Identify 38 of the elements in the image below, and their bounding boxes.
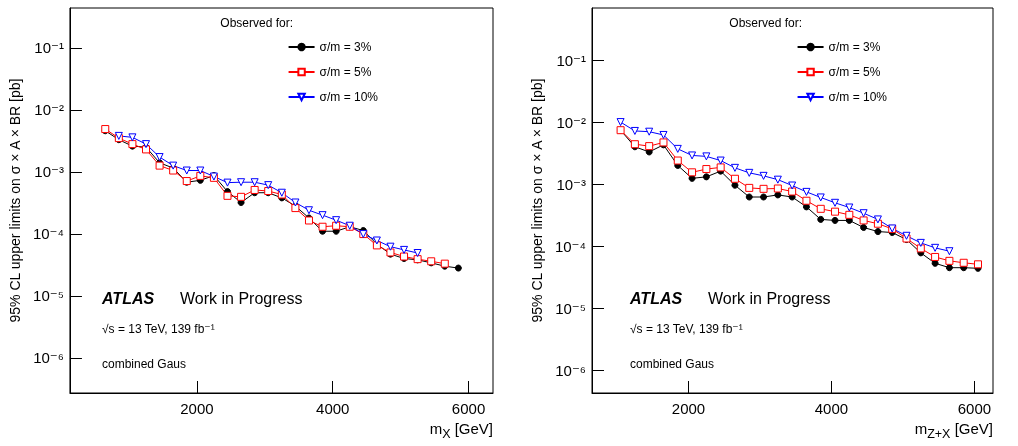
legend-label: σ/m = 10% — [319, 90, 379, 104]
annotation: combined Gaus — [102, 357, 187, 371]
annotation: Work in Progress — [180, 289, 303, 307]
y-tick-label: 10⁻⁴ — [32, 225, 64, 243]
annotation: ATLAS — [101, 289, 155, 307]
y-tick-label: 10⁻⁶ — [33, 349, 64, 367]
y-axis-title: 95% CL upper limits on σ × A × BR [pb] — [529, 78, 546, 323]
x-tick-label: 4000 — [316, 400, 350, 417]
legend-title: Observed for: — [729, 16, 803, 30]
x-tick-label: 6000 — [957, 400, 992, 417]
y-tick-label: 10⁻¹ — [556, 51, 586, 69]
y-tick-label: 10⁻⁴ — [554, 237, 586, 255]
annotation: √s = 13 TeV, 139 fb⁻¹ — [102, 322, 215, 336]
legend-label: σ/m = 3% — [319, 40, 372, 54]
annotation: combined Gaus — [630, 357, 715, 371]
y-tick-label: 10⁻³ — [556, 175, 586, 193]
y-tick-label: 10⁻² — [556, 113, 586, 131]
y-axis-title: 95% CL upper limits on σ × A × BR [pb] — [7, 78, 23, 323]
y-tick-label: 10⁻⁵ — [555, 299, 586, 317]
x-tick-label: 2000 — [671, 400, 706, 417]
annotation: ATLAS — [629, 289, 683, 307]
y-tick-label: 10⁻⁶ — [555, 361, 586, 379]
y-tick-label: 10⁻³ — [34, 163, 64, 181]
legend-label: σ/m = 3% — [828, 40, 881, 54]
legend-title: Observed for: — [220, 16, 294, 30]
annotation: Work in Progress — [708, 289, 831, 307]
y-tick-label: 10⁻² — [34, 101, 64, 119]
annotation: √s = 13 TeV, 139 fb⁻¹ — [630, 322, 743, 336]
legend-label: σ/m = 5% — [828, 65, 881, 79]
y-tick-label: 10⁻⁵ — [33, 287, 64, 305]
x-tick-label: 4000 — [814, 400, 849, 417]
y-tick-label: 10⁻¹ — [34, 39, 64, 57]
x-axis-title: m$_{Z+X}$ [GeV] — [914, 420, 993, 443]
x-axis-title: m$_{X}$ [GeV] — [429, 420, 493, 443]
x-tick-label: 2000 — [180, 400, 214, 417]
legend-label: σ/m = 10% — [828, 90, 888, 104]
x-tick-label: 6000 — [451, 400, 486, 417]
legend-label: σ/m = 5% — [319, 65, 372, 79]
